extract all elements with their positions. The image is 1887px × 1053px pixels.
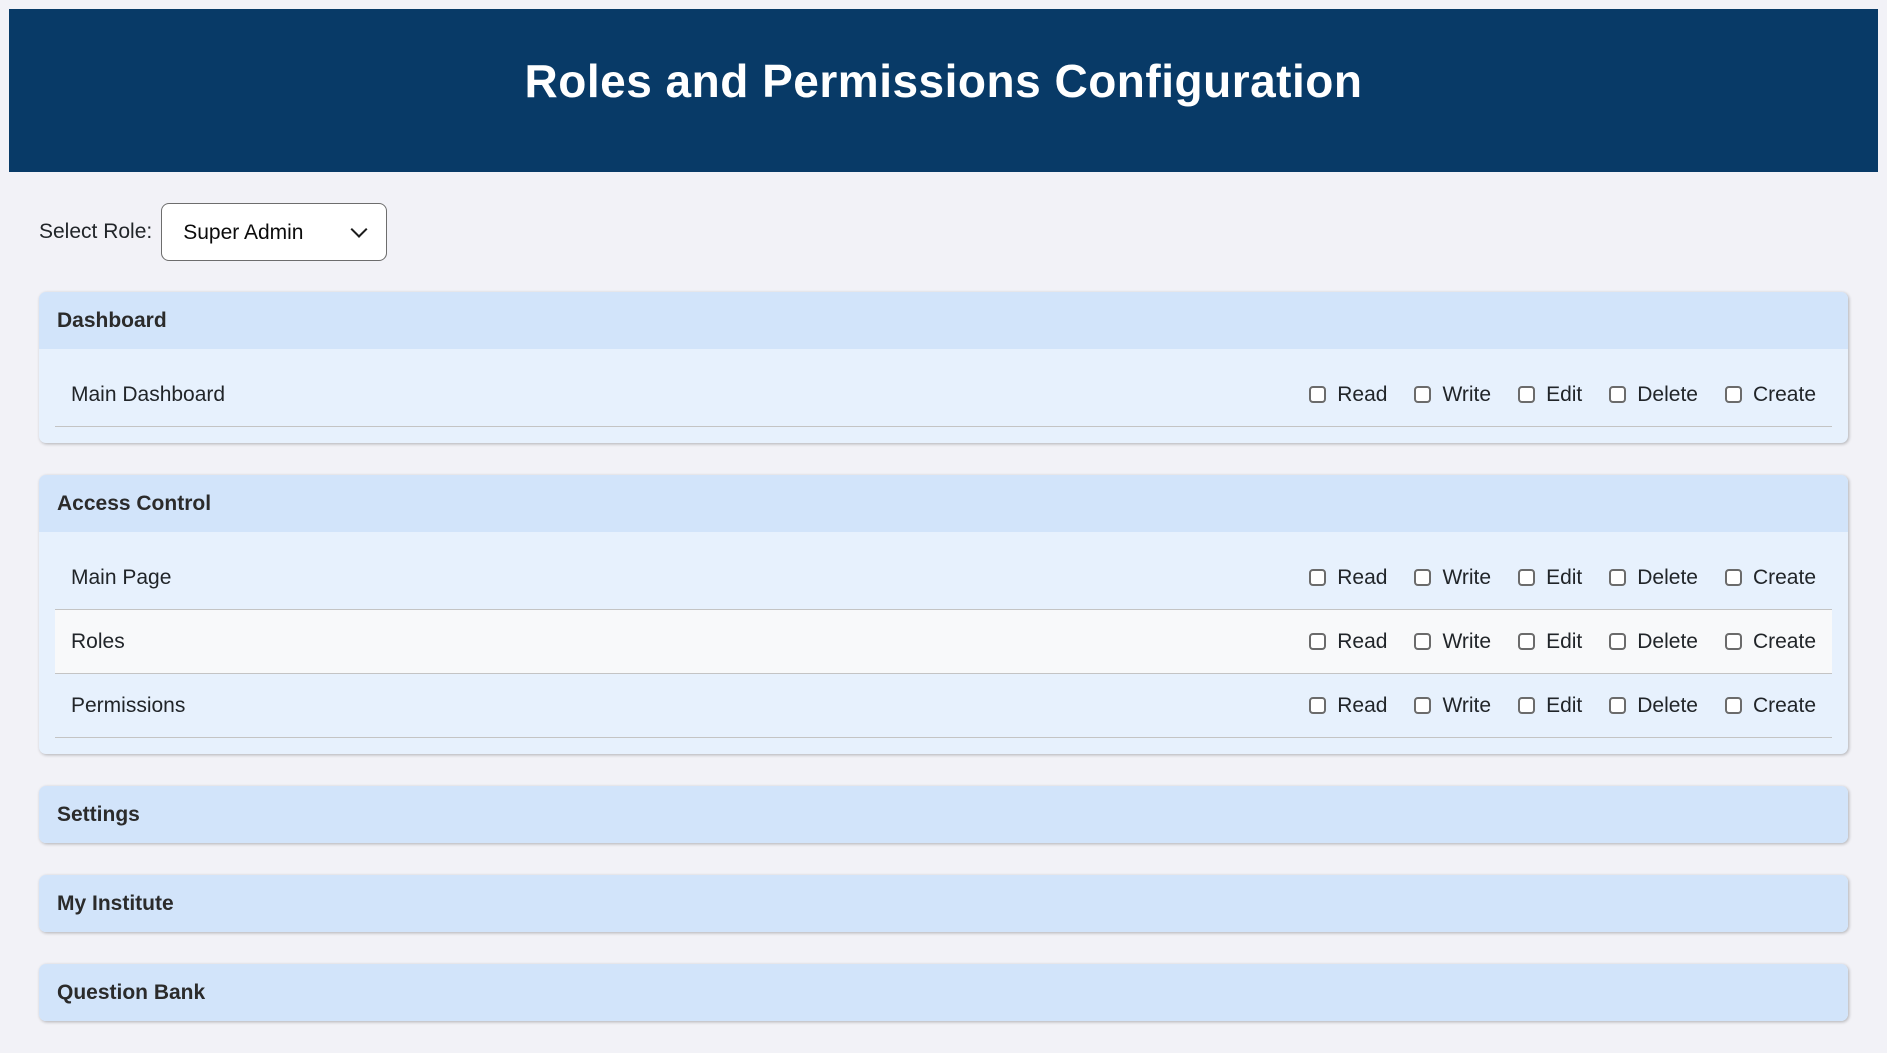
permission-option[interactable]: Edit (1518, 693, 1582, 718)
permission-checkbox-group: Read Write Edit Delete Create (1309, 565, 1816, 590)
section-title: Access Control (57, 492, 212, 515)
permission-section: Settings (39, 786, 1848, 843)
permission-option[interactable]: Delete (1609, 629, 1698, 654)
permission-option[interactable]: Read (1309, 629, 1387, 654)
permission-checkbox[interactable] (1309, 633, 1327, 650)
section-header[interactable]: Dashboard (39, 292, 1848, 349)
section-title: My Institute (57, 892, 174, 915)
permission-checkbox[interactable] (1724, 569, 1742, 586)
permission-option-label: Read (1337, 383, 1388, 406)
section-header[interactable]: Question Bank (39, 964, 1848, 1021)
permission-option-label: Write (1442, 566, 1492, 589)
role-select[interactable]: Super Admin (161, 203, 388, 261)
permission-option[interactable]: Write (1414, 382, 1491, 407)
section-title: Settings (57, 803, 140, 826)
permission-checkbox[interactable] (1414, 633, 1432, 650)
permission-checkbox[interactable] (1414, 569, 1432, 586)
permission-option-label: Write (1442, 630, 1492, 653)
page-header-banner: Roles and Permissions Configuration (9, 9, 1878, 172)
permission-option-label: Edit (1546, 694, 1583, 717)
permission-section: Dashboard Main Dashboard Read Write Edit… (39, 292, 1848, 443)
permission-checkbox[interactable] (1518, 386, 1536, 403)
section-header[interactable]: My Institute (39, 875, 1848, 932)
sections-container: Dashboard Main Dashboard Read Write Edit… (39, 292, 1848, 1021)
role-select-label: Select Role: (39, 220, 153, 243)
permission-section: Question Bank (39, 964, 1848, 1021)
section-title: Dashboard (57, 309, 167, 332)
permission-option[interactable]: Create (1724, 565, 1816, 590)
main-content: Select Role: Super Admin Dashboard Main … (9, 203, 1878, 1021)
permission-option-label: Write (1442, 383, 1492, 406)
permission-checkbox[interactable] (1414, 697, 1432, 714)
permission-row-label: Main Dashboard (71, 383, 226, 406)
permission-option-label: Edit (1546, 383, 1583, 406)
permission-option-label: Delete (1637, 694, 1698, 717)
section-header[interactable]: Settings (39, 786, 1848, 843)
permission-row: Permissions Read Write Edit Delete Creat… (55, 674, 1832, 738)
permission-checkbox[interactable] (1309, 386, 1327, 403)
permission-option-label: Delete (1637, 566, 1698, 589)
permission-option-label: Edit (1546, 566, 1583, 589)
section-body: Main Page Read Write Edit Delete Create … (39, 532, 1848, 754)
permission-option[interactable]: Create (1724, 382, 1816, 407)
permission-checkbox[interactable] (1609, 386, 1627, 403)
permission-option[interactable]: Create (1724, 629, 1816, 654)
page-title: Roles and Permissions Configuration (524, 54, 1363, 107)
permission-option[interactable]: Write (1414, 565, 1491, 590)
permission-checkbox[interactable] (1518, 633, 1536, 650)
permission-checkbox-group: Read Write Edit Delete Create (1309, 693, 1816, 718)
permission-option-label: Create (1752, 630, 1816, 653)
permission-checkbox[interactable] (1724, 697, 1742, 714)
permission-section: Access Control Main Page Read Write Edit… (39, 475, 1848, 754)
section-body: Main Dashboard Read Write Edit Delete Cr… (39, 349, 1848, 443)
permission-checkbox[interactable] (1518, 569, 1536, 586)
permission-checkbox[interactable] (1609, 569, 1627, 586)
permission-checkbox[interactable] (1609, 633, 1627, 650)
permission-option[interactable]: Edit (1518, 565, 1582, 590)
permission-checkbox-group: Read Write Edit Delete Create (1309, 382, 1816, 407)
permission-option[interactable]: Edit (1518, 629, 1582, 654)
permission-checkbox[interactable] (1309, 697, 1327, 714)
section-header[interactable]: Access Control (39, 475, 1848, 532)
permission-section: My Institute (39, 875, 1848, 932)
permission-option[interactable]: Delete (1609, 565, 1698, 590)
permission-option-label: Delete (1637, 383, 1698, 406)
permission-option-label: Read (1337, 630, 1388, 653)
permission-row: Roles Read Write Edit Delete Create (55, 610, 1832, 674)
permission-option[interactable]: Write (1414, 693, 1491, 718)
role-select-wrapper: Super Admin (161, 203, 388, 261)
permission-row-label: Permissions (71, 694, 186, 717)
permission-checkbox[interactable] (1309, 569, 1327, 586)
permission-row: Main Page Read Write Edit Delete Create (55, 546, 1832, 610)
permission-option-label: Read (1337, 566, 1388, 589)
permission-checkbox[interactable] (1724, 633, 1742, 650)
permission-option[interactable]: Delete (1609, 382, 1698, 407)
permission-checkbox[interactable] (1414, 386, 1432, 403)
permission-option-label: Delete (1637, 630, 1698, 653)
permission-row-label: Roles (71, 630, 125, 653)
permission-option-label: Read (1337, 694, 1388, 717)
permission-option[interactable]: Read (1309, 693, 1387, 718)
permission-option-label: Create (1752, 383, 1816, 406)
permission-checkbox[interactable] (1724, 386, 1742, 403)
permission-option[interactable]: Write (1414, 629, 1491, 654)
permission-option-label: Create (1752, 566, 1816, 589)
permission-row: Main Dashboard Read Write Edit Delete Cr… (55, 363, 1832, 427)
permission-option-label: Edit (1546, 630, 1583, 653)
section-title: Question Bank (57, 981, 206, 1004)
permission-option-label: Write (1442, 694, 1492, 717)
permission-option[interactable]: Create (1724, 693, 1816, 718)
permission-checkbox[interactable] (1609, 697, 1627, 714)
permission-option[interactable]: Read (1309, 382, 1387, 407)
permission-option[interactable]: Edit (1518, 382, 1582, 407)
permission-option[interactable]: Read (1309, 565, 1387, 590)
permission-checkbox[interactable] (1518, 697, 1536, 714)
permission-option[interactable]: Delete (1609, 693, 1698, 718)
permission-row-label: Main Page (71, 566, 172, 589)
permission-checkbox-group: Read Write Edit Delete Create (1309, 629, 1816, 654)
permission-option-label: Create (1752, 694, 1816, 717)
role-selector-row: Select Role: Super Admin (39, 203, 1848, 261)
